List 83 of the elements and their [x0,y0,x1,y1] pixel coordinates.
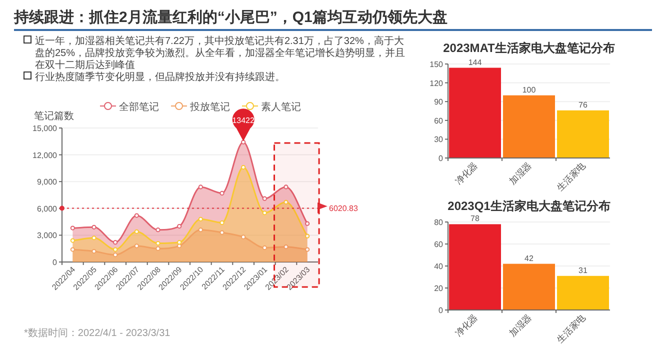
bar [557,276,609,310]
point [113,240,118,245]
y-tick-label: 60 [434,240,444,249]
point [92,236,96,240]
point [262,210,267,216]
point [241,140,246,144]
point [305,247,310,252]
x-tick-label: 加湿器 [507,160,534,187]
point [284,244,288,250]
y-tick-label: 3,000 [36,231,58,240]
point [262,196,267,201]
y-axis-title: 笔记篇数 [34,110,74,122]
annotation: 13422 [232,116,256,126]
point [220,220,224,225]
y-tick-label: 60 [434,116,444,126]
point [177,244,182,248]
y-tick-label: 20 [434,284,444,293]
y-tick-label: 9,000 [36,178,58,187]
y-tick-label: 90 [434,98,444,107]
chart-title: 2023MAT生活家电大盘笔记分布 [443,41,615,55]
chart-title: 2023Q1生活家电大盘笔记分布 [448,199,610,213]
data-label: 100 [522,85,536,94]
point [241,234,246,240]
point [92,248,96,254]
bar [557,110,609,158]
point [220,190,224,196]
point [284,200,288,204]
y-tick-label: 12,000 [32,150,58,160]
point [177,224,182,229]
bar [503,264,555,310]
x-tick-label: 生活家电 [554,312,588,344]
point [198,184,203,190]
point [262,245,267,250]
point [220,230,224,235]
data-label: 42 [524,254,534,263]
point [113,252,118,258]
x-tick-label: 净化器 [453,312,480,339]
text: 行业热度随季节变化明显，但品牌投放并没有持续跟进。 [35,71,285,83]
y-tick-label: 15,000 [32,124,58,133]
data-label: 144 [468,58,482,67]
bar [449,224,501,310]
point [156,228,160,232]
y-tick-label: 6,000 [36,204,58,214]
legend-label: 投放笔记 [189,101,230,113]
legend-label: 素人笔记 [261,101,301,113]
point [134,213,139,218]
text: 近一年，加湿器相关笔记共有7.22万，其中投放笔记共有2.31万，占了32%，高于大盘的25%，品牌投放竞争较为激烈。从全年看，加湿器全年笔记增长趋势明显，并且在双十二期后达到峰值 [35,35,406,71]
y-tick-label: 0 [438,306,444,315]
point [156,240,160,246]
y-tick-label: 150 [430,60,444,69]
point [305,221,310,226]
point [134,229,139,234]
point [134,244,139,248]
point [305,234,310,238]
point [113,247,118,252]
point [198,228,203,232]
y-tick-label: 40 [434,262,444,271]
y-tick-label: 80 [434,218,444,227]
point [284,184,288,190]
y-tick-label: 120 [430,78,444,88]
point [70,247,75,252]
bar [503,95,555,158]
point [92,224,96,230]
x-tick-label: 生活家电 [554,160,588,193]
y-tick-label: 0 [438,154,444,163]
text: *数据时间：2022/4/1 - 2023/3/31 [24,327,171,339]
legend-label: 全部笔记 [119,101,159,113]
point [198,216,203,222]
bar [449,68,501,158]
y-tick-label: 0 [52,258,58,267]
ref-line-label: 6020.83 [329,204,358,214]
data-label: 78 [470,214,480,224]
chart-title: 持续跟进：抓住2月流量红利的“小尾巴”，Q1篇均互动仍领先大盘 [13,8,448,26]
data-label: 31 [578,266,588,275]
data-label: 76 [578,100,588,110]
point [156,246,160,251]
point [70,226,75,230]
x-tick-label: 净化器 [453,160,480,187]
point [70,238,75,243]
point [177,240,182,245]
x-tick-label: 加湿器 [507,312,534,339]
y-tick-label: 30 [434,135,444,144]
point [241,165,246,170]
